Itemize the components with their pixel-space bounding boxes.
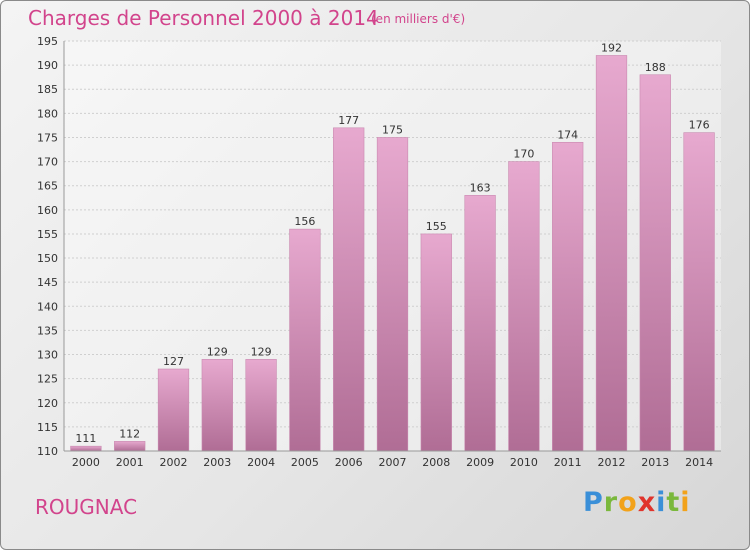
- y-tick-label: 115: [37, 421, 58, 434]
- x-tick-label: 2002: [160, 456, 188, 469]
- bar-2007: [376, 137, 409, 452]
- logo-letter: o: [618, 487, 638, 518]
- proxiti-logo: Proxiti: [583, 487, 691, 518]
- value-label: 176: [689, 119, 710, 132]
- bars: [70, 55, 715, 452]
- chart-title: Charges de Personnel 2000 à 2014: [28, 6, 379, 30]
- x-tick-label: 2007: [379, 456, 407, 469]
- bar-2009: [464, 195, 496, 452]
- logo-letter: x: [637, 487, 657, 518]
- x-tick-label: 2014: [685, 456, 713, 469]
- y-tick-label: 195: [37, 35, 58, 48]
- y-tick-label: 110: [37, 445, 58, 458]
- x-tick-label: 2003: [203, 456, 231, 469]
- value-label: 177: [338, 114, 359, 127]
- value-label: 129: [207, 345, 228, 358]
- x-tick-label: 2010: [510, 456, 538, 469]
- bar-2004: [245, 359, 277, 452]
- y-tick-label: 165: [37, 180, 58, 193]
- x-tick-label: 2013: [641, 456, 669, 469]
- y-tick-label: 140: [37, 300, 58, 313]
- bar-2013: [639, 74, 671, 452]
- y-tick-label: 160: [37, 204, 58, 217]
- value-label: 192: [601, 41, 622, 54]
- x-tick-label: 2009: [466, 456, 494, 469]
- bar-2010: [508, 161, 540, 452]
- y-tick-label: 155: [37, 228, 58, 241]
- y-tick-label: 185: [37, 83, 58, 96]
- x-tick-label: 2008: [422, 456, 450, 469]
- y-tick-label: 125: [37, 373, 58, 386]
- bar-2014: [683, 132, 715, 452]
- logo-letter: i: [656, 487, 667, 518]
- y-tick-label: 145: [37, 276, 58, 289]
- value-label: 188: [645, 61, 666, 74]
- value-label: 170: [513, 148, 534, 161]
- y-tick-label: 135: [37, 324, 58, 337]
- x-tick-label: 2000: [72, 456, 100, 469]
- y-tick-label: 175: [37, 131, 58, 144]
- y-tick-label: 120: [37, 397, 58, 410]
- x-tick-label: 2011: [554, 456, 582, 469]
- bar-2002: [157, 368, 190, 452]
- value-label: 175: [382, 123, 403, 136]
- x-axis-labels: 2000 2001 2002 2003 2004 2005 2006 2007 2008 2009…: [72, 456, 713, 469]
- logo-letter: r: [603, 487, 619, 518]
- y-tick-label: 190: [37, 59, 58, 72]
- bar-2006: [333, 127, 365, 452]
- value-label: 156: [294, 215, 315, 228]
- bar-2005: [289, 228, 321, 452]
- x-tick-label: 2006: [335, 456, 363, 469]
- x-tick-label: 2004: [247, 456, 275, 469]
- logo-letter: i: [680, 487, 691, 518]
- value-label: 129: [251, 345, 272, 358]
- bar-2008: [420, 233, 452, 452]
- value-label: 155: [426, 220, 447, 233]
- bar-2000: [70, 445, 102, 452]
- bar-2003: [201, 359, 233, 452]
- y-tick-label: 150: [37, 252, 58, 265]
- place-name: ROUGNAC: [35, 495, 138, 519]
- x-tick-label: 2012: [598, 456, 626, 469]
- x-tick-label: 2005: [291, 456, 319, 469]
- y-axis-ticks: 110 115 120 125 130 135 140 145 150 155 160 165 170 1…: [37, 35, 58, 458]
- logo-letter: P: [583, 487, 604, 518]
- x-tick-label: 2001: [116, 456, 144, 469]
- value-label: 127: [163, 355, 184, 368]
- chart-subtitle: (en milliers d'€): [371, 12, 466, 26]
- value-label: 112: [119, 427, 140, 440]
- value-label: 111: [75, 432, 96, 445]
- y-tick-label: 170: [37, 156, 58, 169]
- value-label: 174: [557, 128, 578, 141]
- bar-2012: [595, 55, 628, 452]
- y-tick-label: 180: [37, 107, 58, 120]
- value-labels: 111 112 127 129 129 156 177 175 155 163 170 174 192 1…: [75, 41, 709, 445]
- value-label: 163: [470, 181, 491, 194]
- logo-letter: t: [666, 487, 681, 518]
- y-tick-label: 130: [37, 349, 58, 362]
- bar-2001: [114, 441, 146, 452]
- bar-2011: [552, 141, 584, 452]
